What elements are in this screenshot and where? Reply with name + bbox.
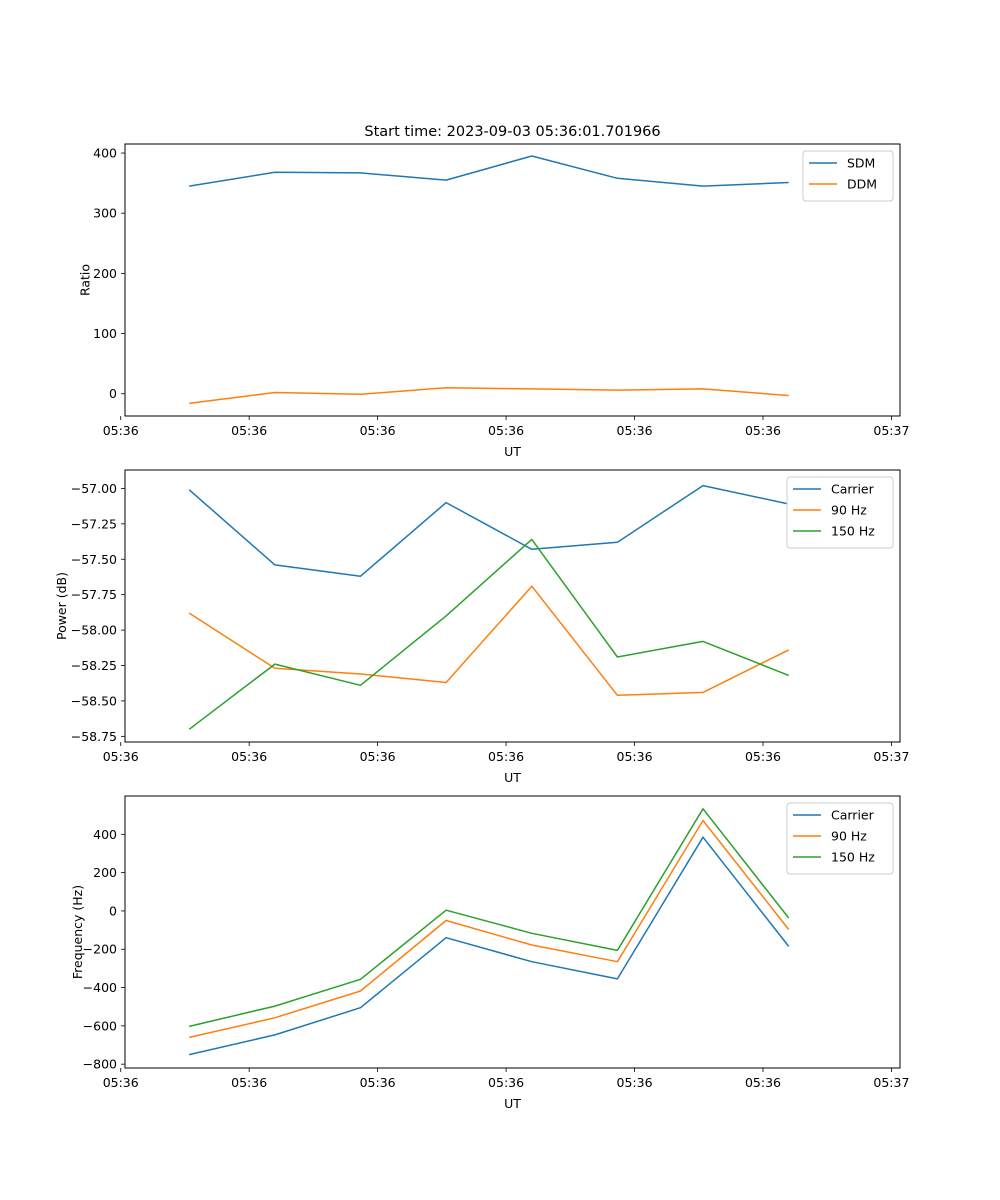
legend-label: Carrier	[831, 482, 875, 497]
y-tick-label: −200	[83, 942, 117, 957]
y-tick-label: −800	[83, 1057, 117, 1072]
x-tick-label: 05:36	[103, 749, 139, 764]
legend-label: 150 Hz	[831, 524, 875, 539]
x-tick-label: 05:36	[360, 1075, 396, 1090]
series-line-carrier	[188, 484, 789, 577]
chart-2: 05:36 05:36 05:36 05:36 05:36 05:36 05:37 −57.0…	[54, 469, 909, 785]
series-line-sdm	[189, 155, 789, 187]
y-tick-label: −57.25	[71, 516, 117, 531]
legend: Carrier 90 Hz 150 Hz	[786, 802, 894, 875]
legend: SDM DDM	[802, 150, 894, 202]
y-tick-label: 300	[93, 206, 117, 221]
x-tick-label: 05:37	[873, 1075, 909, 1090]
y-tick-label: 400	[93, 146, 117, 161]
x-axis-label: UT	[504, 444, 521, 459]
y-tick-label: 100	[93, 326, 117, 341]
x-tick-label: 05:36	[231, 423, 267, 438]
x-tick-label: 05:36	[360, 423, 396, 438]
x-tick-label: 05:36	[745, 1075, 781, 1090]
x-tick-label: 05:36	[488, 1075, 524, 1090]
legend-label: 150 Hz	[831, 850, 875, 865]
y-tick-label: −58.25	[71, 658, 117, 673]
series-line-ddm	[189, 386, 789, 405]
legend-label: DDM	[847, 177, 877, 192]
y-axis-label: Power (dB)	[54, 572, 69, 640]
series-line-150-hz	[189, 808, 790, 1028]
y-tick-label: −57.50	[71, 552, 117, 567]
x-tick-label: 05:36	[617, 749, 653, 764]
legend-label: SDM	[847, 156, 875, 171]
legend-label: Carrier	[831, 808, 875, 823]
series-line-90-hz	[189, 819, 790, 1039]
axes-frame	[124, 143, 901, 417]
chart-1: 05:36 05:36 05:36 05:36 05:36 05:36 05:37 0 100 2…	[78, 143, 909, 459]
figure-title: Start time: 2023-09-03 05:36:01.701966	[364, 124, 660, 140]
x-tick-label: 05:36	[360, 749, 396, 764]
x-tick-label: 05:36	[103, 1075, 139, 1090]
y-tick-label: −58.00	[71, 623, 117, 638]
chart-3: 05:36 05:36 05:36 05:36 05:36 05:36 05:37 −800 −…	[70, 795, 909, 1111]
x-tick-label: 05:36	[617, 423, 653, 438]
x-tick-label: 05:36	[488, 423, 524, 438]
x-axis-label: UT	[504, 770, 521, 785]
legend-label: 90 Hz	[831, 829, 867, 844]
y-tick-label: 0	[109, 903, 117, 918]
y-tick-label: 200	[93, 865, 117, 880]
y-tick-label: 400	[93, 827, 117, 842]
x-tick-label: 05:36	[231, 1075, 267, 1090]
x-axis-label: UT	[504, 1096, 521, 1111]
y-tick-label: −600	[83, 1018, 117, 1033]
series-line-carrier	[189, 836, 790, 1056]
x-tick-label: 05:37	[873, 423, 909, 438]
y-tick-label: −57.00	[71, 481, 117, 496]
series-line-150-hz	[188, 538, 789, 730]
legend-label: 90 Hz	[831, 503, 867, 518]
y-tick-label: 200	[93, 266, 117, 281]
x-tick-label: 05:36	[617, 1075, 653, 1090]
x-tick-label: 05:36	[103, 423, 139, 438]
plots-container: 05:36 05:36 05:36 05:36 05:36 05:36 05:37 0 100 2…	[54, 143, 909, 1111]
y-tick-label: 0	[109, 386, 117, 401]
x-tick-label: 05:36	[488, 749, 524, 764]
x-tick-label: 05:37	[873, 749, 909, 764]
y-axis-label: Frequency (Hz)	[70, 885, 85, 979]
y-tick-label: −400	[83, 980, 117, 995]
y-axis-label: Ratio	[78, 264, 93, 296]
axes-frame	[124, 469, 901, 743]
x-tick-label: 05:36	[745, 423, 781, 438]
y-tick-label: −58.75	[71, 729, 117, 744]
legend: Carrier 90 Hz 150 Hz	[786, 476, 894, 549]
series-line-90-hz	[188, 585, 790, 697]
y-tick-label: −57.75	[71, 587, 117, 602]
axes-frame	[124, 795, 901, 1069]
y-tick-label: −58.50	[71, 693, 117, 708]
x-tick-label: 05:36	[745, 749, 781, 764]
x-tick-label: 05:36	[231, 749, 267, 764]
